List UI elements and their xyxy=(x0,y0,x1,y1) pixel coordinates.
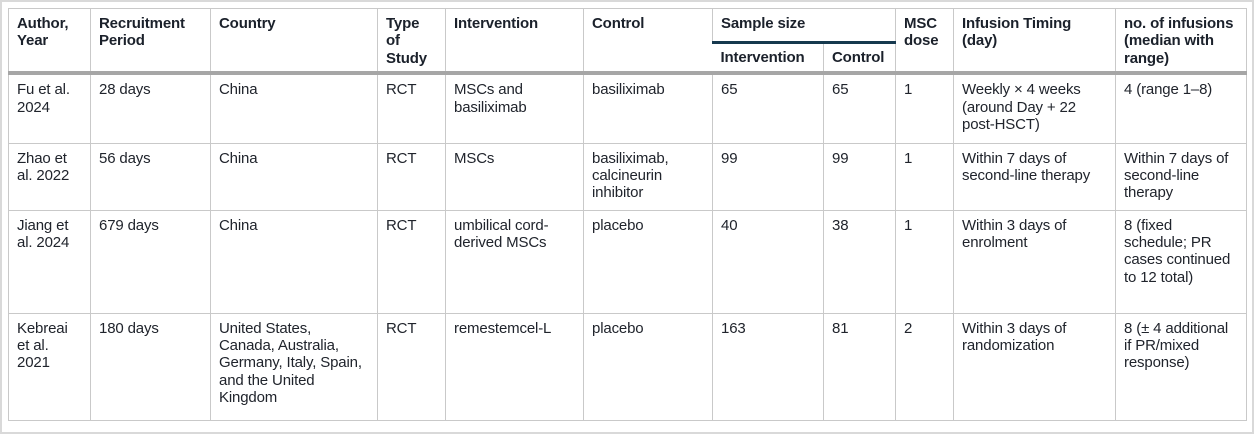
table-body: Fu et al. 2024 28 days China RCT MSCs an… xyxy=(8,71,1247,421)
cell-intervention: remestemcel-L xyxy=(445,312,584,421)
header-sample-intervention: Intervention xyxy=(720,49,805,67)
cell-intervention: MSCs and basiliximab xyxy=(445,71,584,144)
cell-recruitment-period: 180 days xyxy=(90,312,211,421)
cell-recruitment-period: 28 days xyxy=(90,71,211,144)
cell-sample-intervention: 99 xyxy=(712,142,824,211)
header-msc-dose: MSC dose xyxy=(895,8,954,74)
header-control: Control xyxy=(583,8,713,74)
table-row: Fu et al. 2024 28 days China RCT MSCs an… xyxy=(8,71,1247,144)
cell-sample-control: 99 xyxy=(822,142,896,211)
cell-num-infusions: 8 (fixed schedule; PR cases continued to… xyxy=(1115,209,1247,314)
cell-num-infusions: Within 7 days of second-line therapy xyxy=(1115,142,1247,211)
header-num-infusions: no. of infusions (median with range) xyxy=(1115,8,1247,74)
cell-recruitment-period: 679 days xyxy=(90,209,211,314)
cell-sample-control: 81 xyxy=(822,312,896,421)
cell-control: basiliximab xyxy=(583,71,713,144)
cell-sample-intervention: 65 xyxy=(712,71,824,144)
cell-control: placebo xyxy=(583,209,713,314)
cell-msc-dose: 1 xyxy=(895,209,954,314)
cell-country: China xyxy=(210,209,378,314)
cell-country: China xyxy=(210,71,378,144)
cell-num-infusions: 8 (± 4 additional if PR/mixed response) xyxy=(1115,312,1247,421)
cell-recruitment-period: 56 days xyxy=(90,142,211,211)
cell-author-year: Zhao et al. 2022 xyxy=(8,142,91,211)
cell-type-of-study: RCT xyxy=(377,71,446,144)
cell-msc-dose: 2 xyxy=(895,312,954,421)
header-type-of-study: Type of Study xyxy=(377,8,446,74)
cell-author-year: Jiang et al. 2024 xyxy=(8,209,91,314)
cell-author-year: Kebreai et al. 2021 xyxy=(8,312,91,421)
cell-msc-dose: 1 xyxy=(895,142,954,211)
table-row: Kebreai et al. 2021 180 days United Stat… xyxy=(8,312,1247,421)
cell-country: United States, Canada, Australia, German… xyxy=(210,312,378,421)
cell-sample-intervention: 40 xyxy=(712,209,824,314)
cell-sample-intervention: 163 xyxy=(712,312,824,421)
table-row: Zhao et al. 2022 56 days China RCT MSCs … xyxy=(8,142,1247,211)
header-sample-size-group: Sample size xyxy=(711,8,896,45)
cell-sample-control: 38 xyxy=(822,209,896,314)
cell-type-of-study: RCT xyxy=(377,209,446,314)
cell-infusion-timing: Weekly × 4 weeks (around Day + 22 post-H… xyxy=(953,71,1116,144)
cell-type-of-study: RCT xyxy=(377,312,446,421)
cell-country: China xyxy=(210,142,378,211)
cell-msc-dose: 1 xyxy=(895,71,954,144)
table-header: Author, Year Recruitment Period Country … xyxy=(9,8,1247,74)
header-recruitment-period: Recruitment Period xyxy=(90,8,211,74)
cell-type-of-study: RCT xyxy=(377,142,446,211)
header-intervention: Intervention xyxy=(445,8,584,74)
cell-infusion-timing: Within 7 days of second-line therapy xyxy=(953,142,1116,211)
header-infusion-timing: Infusion Timing (day) xyxy=(953,8,1116,74)
cell-control: placebo xyxy=(583,312,713,421)
cell-control: basiliximab, calcineurin inhibitor xyxy=(583,142,713,211)
header-author-year: Author, Year xyxy=(17,15,69,50)
study-characteristics-table: Author, Year Recruitment Period Country … xyxy=(8,8,1248,421)
header-country: Country xyxy=(210,8,378,74)
cell-num-infusions: 4 (range 1–8) xyxy=(1115,71,1247,144)
header-sample-control: Control xyxy=(822,42,896,74)
cell-intervention: umbilical cord-derived MSCs xyxy=(445,209,584,314)
table-row: Jiang et al. 2024 679 days China RCT umb… xyxy=(8,209,1247,314)
cell-infusion-timing: Within 3 days of enrolment xyxy=(953,209,1116,314)
cell-infusion-timing: Within 3 days of randomization xyxy=(953,312,1116,421)
cell-sample-control: 65 xyxy=(822,71,896,144)
cell-author-year: Fu et al. 2024 xyxy=(8,71,91,144)
cell-intervention: MSCs xyxy=(445,142,584,211)
